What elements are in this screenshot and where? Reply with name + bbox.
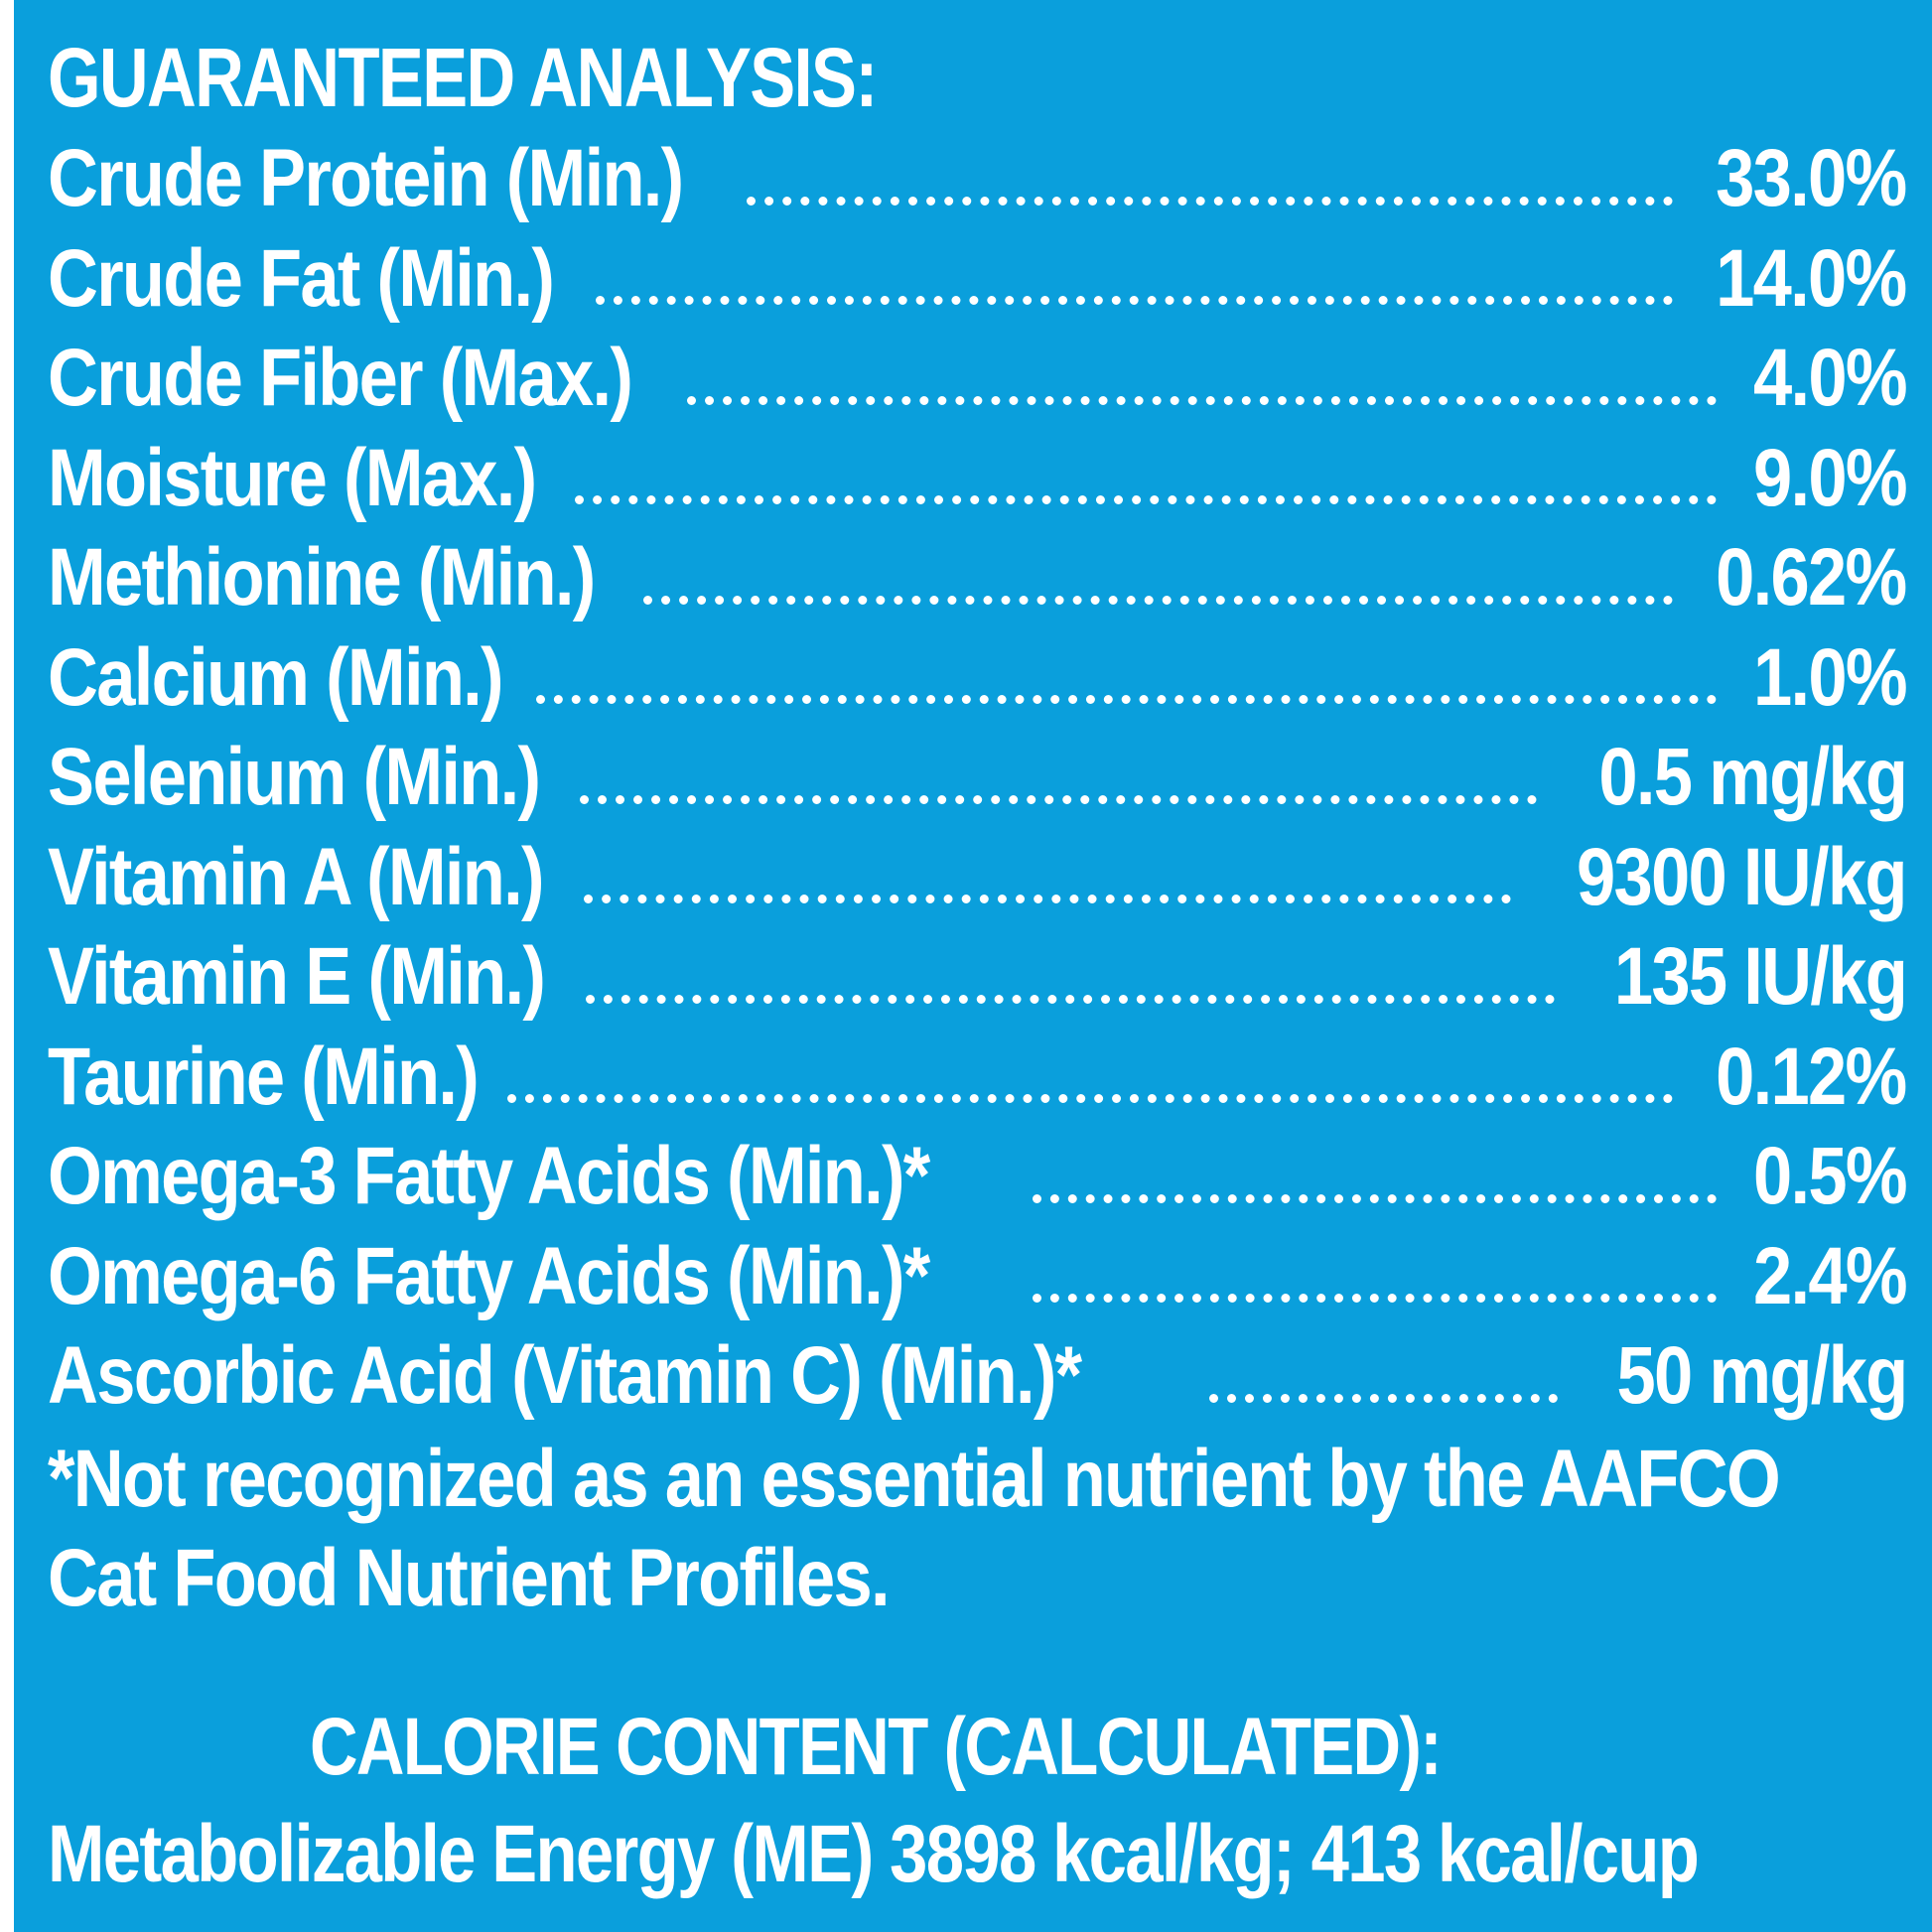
calorie-content: Metabolizable Energy (ME) 3898 kcal/kg; … (48, 1809, 1700, 1899)
nutrient-label: Selenium (Min.) (48, 732, 541, 822)
dot-leader (596, 296, 1674, 306)
nutrient-label: Moisture (Max.) (48, 432, 537, 523)
nutrient-value: 4.0% (1753, 333, 1908, 423)
nutrient-value: 1.0% (1753, 631, 1908, 723)
nutrient-label: Methionine (Min.) (48, 532, 596, 622)
nutrient-value: 135 IU/kg (1613, 931, 1908, 1022)
analysis-row: Methionine (Min.) 0.62% (48, 528, 1908, 628)
dot-leader (746, 196, 1674, 206)
nutrient-value: 14.0% (1716, 232, 1908, 324)
dot-leader (643, 595, 1674, 605)
dot-leader (583, 895, 1512, 904)
nutrient-label: Omega-3 Fatty Acids (Min.)* (48, 1131, 930, 1221)
analysis-row: Taurine (Min.) 0.12% (48, 1028, 1908, 1128)
nutrient-value: 0.62% (1716, 532, 1908, 622)
dot-leader (686, 395, 1718, 405)
nutrient-value: 0.5 mg/kg (1598, 732, 1908, 822)
nutrient-value: 9.0% (1753, 432, 1908, 523)
analysis-row: Crude Protein (Min.) 33.0% (48, 129, 1908, 229)
nutrient-label: Crude Fat (Min.) (48, 232, 555, 324)
nutrient-label: Calcium (Min.) (48, 631, 504, 723)
analysis-row: Vitamin A (Min.) 9300 IU/kg (48, 828, 1908, 928)
nutrient-label: Taurine (Min.) (48, 1031, 480, 1122)
analysis-table: Crude Protein (Min.) 33.0% Crude Fat (Mi… (48, 129, 1908, 1427)
dot-leader (536, 695, 1718, 705)
analysis-row: Omega-6 Fatty Acids (Min.)* 2.4% (48, 1227, 1908, 1327)
nutrient-value: 0.12% (1716, 1031, 1908, 1122)
dot-leader (1032, 1294, 1718, 1304)
analysis-row: Calcium (Min.) 1.0% (48, 628, 1908, 729)
dot-leader (1208, 1393, 1558, 1403)
nutrient-label: Crude Fiber (Max.) (48, 333, 633, 423)
nutrient-label: Vitamin A (Min.) (48, 831, 544, 922)
nutrient-value: 50 mg/kg (1616, 1330, 1908, 1421)
nutrient-value: 0.5% (1753, 1131, 1908, 1221)
nutrient-label: Vitamin E (Min.) (48, 931, 546, 1022)
guaranteed-analysis-panel: GUARANTEED ANALYSIS: Crude Protein (Min.… (14, 0, 1932, 1932)
dot-leader (507, 1094, 1674, 1104)
dot-leader (579, 794, 1537, 804)
calorie-heading: CALORIE CONTENT (CALCULATED): (310, 1702, 1443, 1792)
footnote: *Not recognized as an essential nutrient… (48, 1434, 1781, 1623)
nutrient-value: 9300 IU/kg (1577, 831, 1907, 922)
analysis-row: Omega-3 Fatty Acids (Min.)* 0.5% (48, 1127, 1908, 1227)
analysis-row: Crude Fat (Min.) 14.0% (48, 229, 1908, 330)
analysis-row: Crude Fiber (Max.) 4.0% (48, 329, 1908, 429)
analysis-row: Selenium (Min.) 0.5 mg/kg (48, 728, 1908, 828)
analysis-heading: GUARANTEED ANALYSIS: (48, 31, 878, 124)
analysis-row: Ascorbic Acid (Vitamin C) (Min.)* 50 mg/… (48, 1326, 1908, 1427)
dot-leader (1032, 1193, 1718, 1203)
analysis-row: Vitamin E (Min.) 135 IU/kg (48, 927, 1908, 1028)
analysis-row: Moisture (Max.) 9.0% (48, 429, 1908, 529)
nutrient-value: 2.4% (1753, 1230, 1908, 1321)
nutrient-label: Crude Protein (Min.) (48, 133, 684, 223)
nutrient-label: Omega-6 Fatty Acids (Min.)* (48, 1230, 930, 1321)
dot-leader (585, 994, 1555, 1004)
dot-leader (575, 495, 1718, 505)
nutrient-label: Ascorbic Acid (Vitamin C) (Min.)* (48, 1330, 1082, 1421)
nutrient-value: 33.0% (1716, 133, 1908, 223)
